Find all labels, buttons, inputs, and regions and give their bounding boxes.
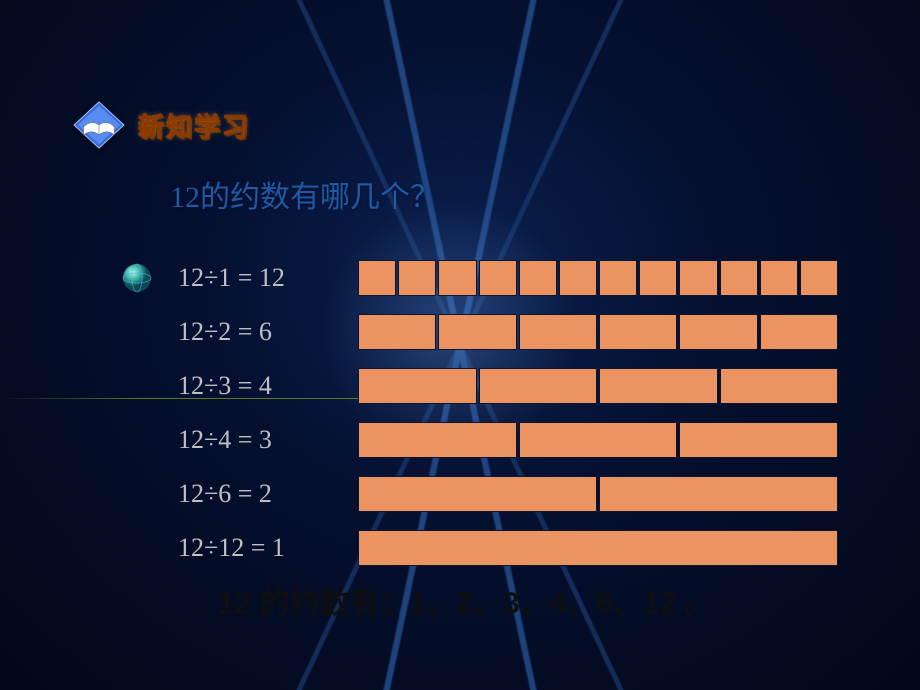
- equation-text: 12÷6 = 2: [178, 479, 358, 509]
- bar-segment: [519, 314, 597, 350]
- bar-segment: [358, 530, 838, 566]
- equation-text: 12÷1 = 12: [178, 263, 358, 293]
- bar-segment: [358, 368, 477, 404]
- bar-segment: [639, 260, 677, 296]
- badge-label: 新知学习: [138, 107, 250, 144]
- segment-bar: [358, 530, 838, 566]
- bar-segment: [358, 314, 436, 350]
- bar-segment: [358, 422, 517, 458]
- bar-segment: [438, 260, 476, 296]
- division-row: 12÷12 = 1: [120, 530, 838, 566]
- bar-segment: [720, 368, 839, 404]
- bar-segment: [519, 422, 678, 458]
- globe-bullet-icon: [120, 261, 154, 295]
- equation-text: 12÷4 = 3: [178, 425, 358, 455]
- bar-segment: [358, 476, 597, 512]
- bar-segment: [720, 260, 758, 296]
- book-diamond-icon: [70, 100, 128, 150]
- segment-bar: [358, 314, 838, 350]
- bar-segment: [679, 314, 757, 350]
- bar-segment: [599, 368, 718, 404]
- equation-text: 12÷3 = 4: [178, 371, 358, 401]
- bar-segment: [398, 260, 436, 296]
- equation-text: 12÷12 = 1: [178, 533, 358, 563]
- bar-segment: [358, 260, 396, 296]
- bar-segment: [599, 476, 838, 512]
- question-text: 12的约数有哪几个？: [170, 172, 440, 216]
- equation-text: 12÷2 = 6: [178, 317, 358, 347]
- bar-segment: [679, 260, 717, 296]
- bar-segment: [599, 314, 677, 350]
- division-row: 12÷6 = 2: [120, 476, 838, 512]
- segment-bar: [358, 422, 838, 458]
- bar-segment: [479, 260, 517, 296]
- division-rows: 12÷1 = 12 12÷2 = 6 12÷3 = 4 12÷4 = 3 12÷…: [120, 260, 838, 584]
- segment-bar: [358, 260, 838, 296]
- division-row: 12÷2 = 6: [120, 314, 838, 350]
- bar-segment: [438, 314, 516, 350]
- bar-segment: [599, 260, 637, 296]
- division-row: 12÷3 = 4: [120, 368, 838, 404]
- bar-segment: [679, 422, 838, 458]
- bar-segment: [479, 368, 598, 404]
- division-row: 12÷4 = 3: [120, 422, 838, 458]
- division-row: 12÷1 = 12: [120, 260, 838, 296]
- segment-bar: [358, 476, 838, 512]
- bar-segment: [519, 260, 557, 296]
- bar-segment: [800, 260, 838, 296]
- section-badge: 新知学习: [70, 100, 250, 150]
- bar-segment: [559, 260, 597, 296]
- answer-text: 12 的约数有：1、2、3、4、6、12 。: [218, 578, 715, 622]
- bar-segment: [760, 260, 798, 296]
- segment-bar: [358, 368, 838, 404]
- bar-segment: [760, 314, 838, 350]
